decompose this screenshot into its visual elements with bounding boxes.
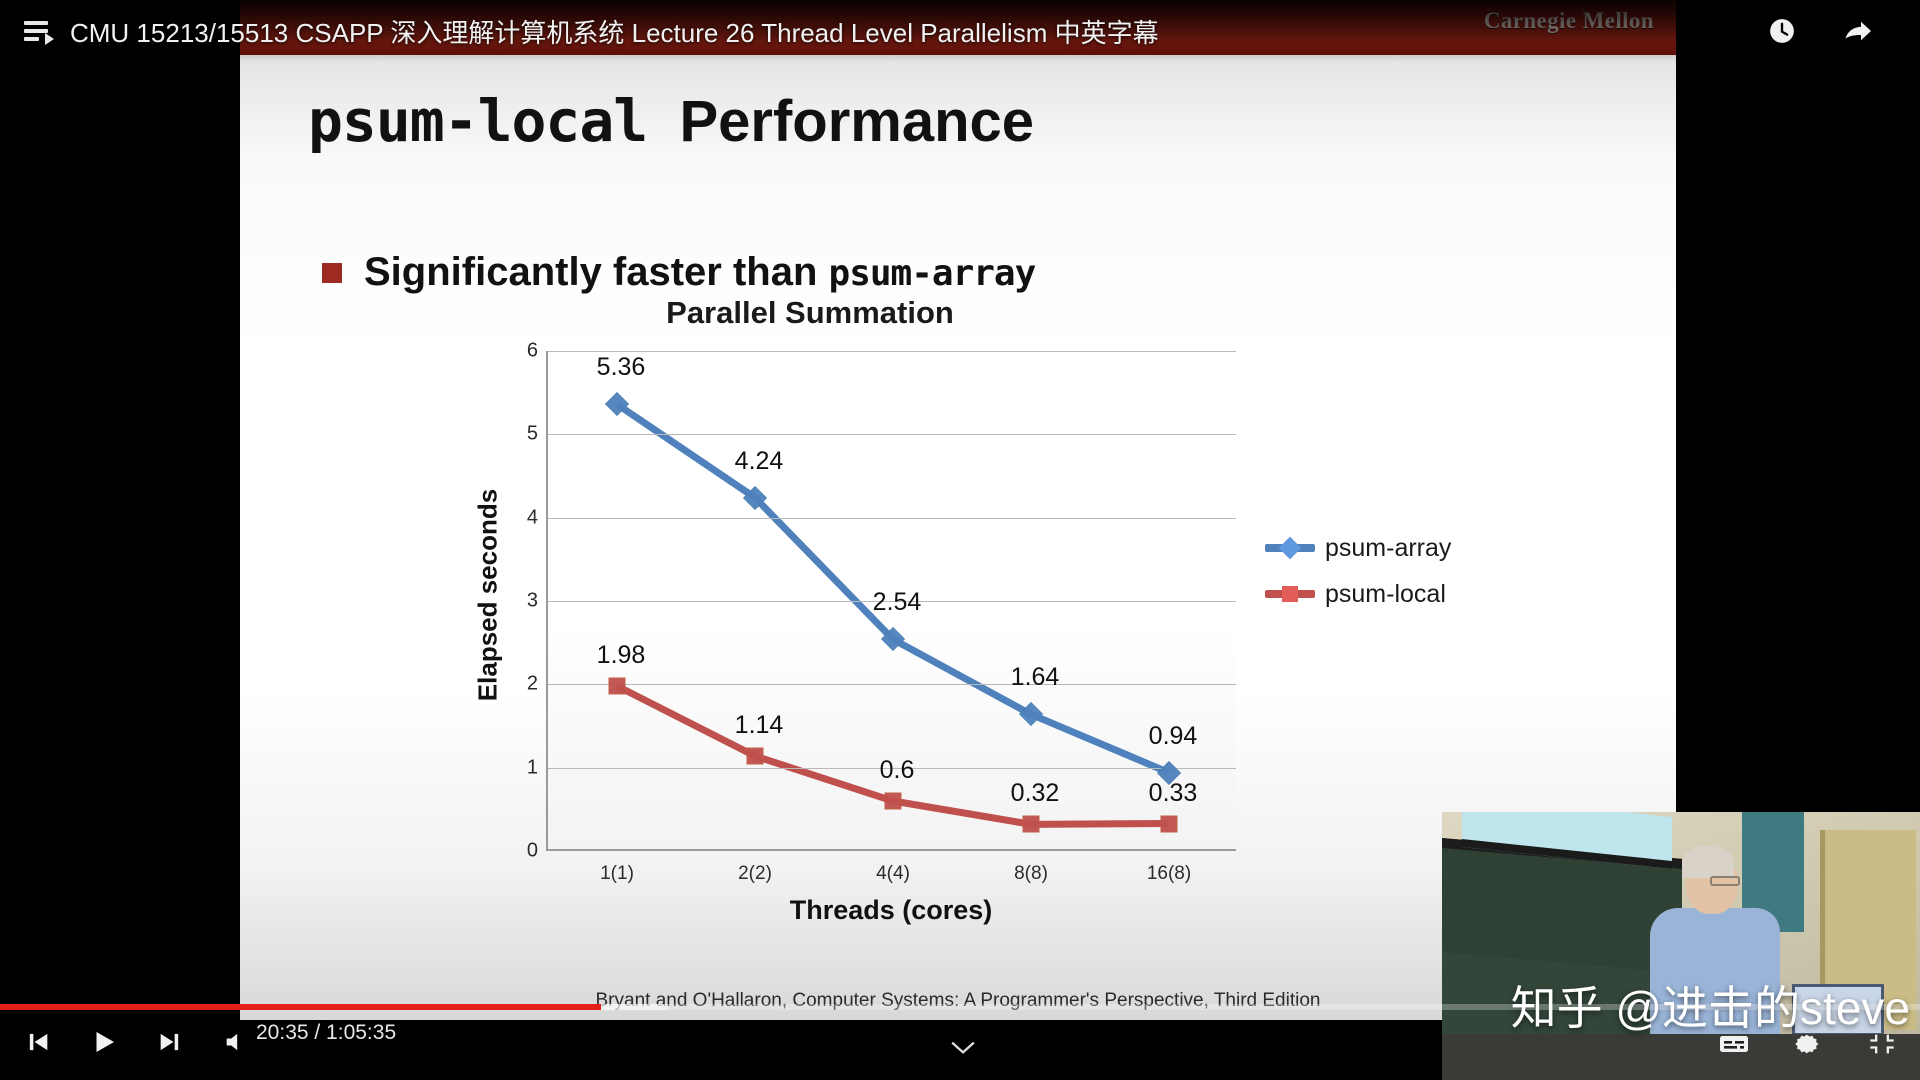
chart-legend-item: psum-local [1265,571,1451,617]
share-arrow-icon-svg [1845,21,1871,41]
chart-x-tick: 1(1) [600,863,634,884]
chart-y-tick: 3 [526,589,538,612]
zhihu-watermark: 知乎 @进击的steve [1510,982,1910,1034]
chart-y-tick: 5 [526,422,538,445]
chart-data-label: 1.14 [734,711,784,739]
expand-description-chevron-icon[interactable] [950,1040,976,1061]
chart-x-tick: 16(8) [1146,863,1192,884]
video-frame[interactable]: Carnegie Mellon psum-local Performance S… [240,0,1676,1020]
bullet-text-prefix: Significantly faster than [364,250,829,294]
player-right-controls [1714,1024,1902,1064]
chart-data-label: 4.24 [734,446,784,475]
bullet-text-mono: psum-array [828,253,1037,294]
chart-legend-item: psum-array [1265,525,1451,571]
chart-data-label: 1.98 [596,641,646,669]
chart-x-axis-label: Threads (cores) [789,895,993,925]
slide-bullet: Significantly faster than psum-array [322,250,1037,295]
next-video-button[interactable] [150,1022,190,1062]
chart-y-tick: 4 [526,506,538,529]
chart-data-label: 0.94 [1148,721,1198,750]
subtitles-cc-icon[interactable] [1714,1024,1754,1064]
chart-point-marker [608,677,626,695]
pip-lecturer-hair [1682,846,1734,878]
carnegie-mellon-brand: Carnegie Mellon [1483,8,1654,33]
volume-button[interactable] [216,1022,256,1062]
clock-icon-svg [1770,19,1794,43]
chart-data-label: 0.6 [879,756,915,784]
chart-gridline [548,517,1236,519]
playback-controls [18,1022,256,1062]
chart-data-label: 0.33 [1148,778,1198,807]
slide-title: psum-local Performance [308,92,1034,151]
playlist-queue-icon[interactable] [24,18,54,45]
chart-y-axis-label: Elapsed seconds [472,488,503,702]
chart-point-marker [746,747,764,765]
chart-data-label: 1.64 [1010,663,1060,692]
previous-video-button[interactable] [18,1022,58,1062]
player-bottom-bar: 20:35 / 1:05:35 [0,1004,1920,1080]
chart-point-marker [884,792,902,810]
slide-title-mono: psum-local [308,87,648,155]
chart-legend-label: psum-local [1325,579,1446,608]
pip-desk [1442,1034,1920,1080]
play-button[interactable] [84,1022,124,1062]
chart-data-label: 0.32 [1010,779,1060,808]
chart-gridline [548,351,1236,352]
progress-bar[interactable] [0,1004,1920,1010]
chart-legend: psum-array psum-local [1265,525,1451,617]
clock-icon[interactable] [1762,11,1802,51]
chart-gridline [548,767,1236,769]
chart-x-tick: 2(2) [738,863,772,884]
chart-plot-area: 0 1 2 3 4 5 6 1(1) 2(2) 4(4) 8(8) 16(8) 5.36 4.24 2.54… [527,340,1236,884]
chart-point-marker [1022,815,1040,833]
slide-footer: Bryant and O'Hallaron, Computer Systems:… [595,990,1321,1011]
bullet-text: Significantly faster than psum-array [364,250,1037,295]
chart-title: Parallel Summation [666,295,954,330]
video-title: CMU 15213/15513 CSAPP 深入理解计算机系统 Lecture … [70,17,1159,48]
picture-in-picture-video[interactable] [1442,812,1920,1080]
settings-gear-icon[interactable] [1788,1024,1828,1064]
chart-gridline [548,684,1236,686]
chart-gridline [548,601,1236,602]
exit-fullscreen-icon[interactable] [1862,1024,1902,1064]
chart-legend-swatch [1265,536,1315,560]
chart-data-label: 5.36 [596,353,646,382]
pip-lecturer-body [1650,908,1780,1058]
chart-x-tick: 4(4) [876,863,910,884]
chart-legend-swatch [1265,586,1315,602]
top-actions [1762,11,1896,51]
chart-y-tick: 6 [526,339,538,362]
time-display: 20:35 / 1:05:35 [256,1021,397,1044]
chart-y-tick: 0 [526,839,538,862]
progress-played [0,1004,601,1010]
slide-title-sans: Performance [679,89,1035,154]
chart: Parallel Summation Elapsed seconds 0 1 2 3 4… [360,295,1540,925]
chart-y-tick: 1 [526,756,538,779]
share-arrow-icon[interactable] [1838,11,1878,51]
chart-point-marker [1160,815,1178,832]
chart-legend-label: psum-array [1325,533,1452,562]
chart-data-label: 2.54 [872,588,922,617]
chart-gridline [548,434,1236,436]
pip-lecturer-glasses [1710,876,1740,886]
chart-x-tick: 8(8) [1014,863,1048,884]
lecture-slide: Carnegie Mellon psum-local Performance S… [240,0,1676,1020]
bullet-square-icon [322,262,342,283]
chart-y-tick: 2 [526,672,538,695]
